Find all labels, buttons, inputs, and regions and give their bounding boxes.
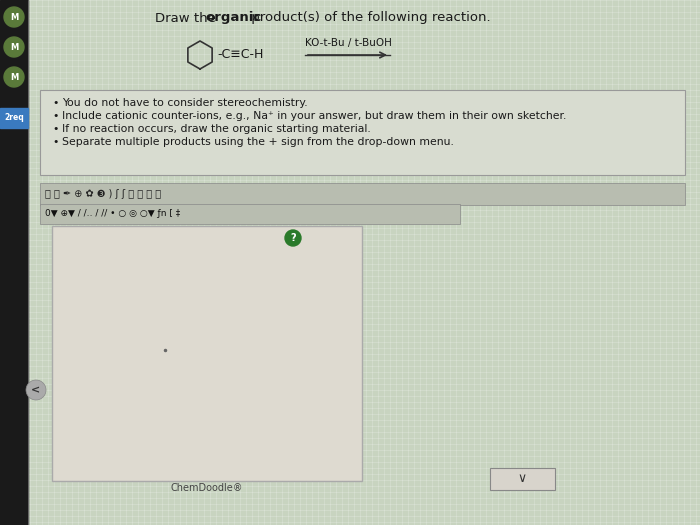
Text: •: • [52, 111, 58, 121]
Circle shape [285, 230, 301, 246]
Text: •: • [52, 98, 58, 108]
Bar [490, 468, 555, 490]
Text: ∨: ∨ [517, 472, 526, 486]
Text: •: • [52, 137, 58, 147]
Text: Separate multiple products using the + sign from the drop-down menu.: Separate multiple products using the + s… [62, 137, 454, 147]
Bar [40, 90, 685, 175]
Text: M: M [10, 13, 18, 22]
Text: M: M [10, 72, 18, 81]
Text: ?: ? [290, 233, 296, 243]
Text: product(s) of the following reaction.: product(s) of the following reaction. [247, 12, 491, 25]
Text: <: < [32, 385, 41, 395]
Circle shape [4, 7, 24, 27]
Text: ChemDoodle®: ChemDoodle® [171, 483, 244, 493]
Text: 2req: 2req [4, 113, 24, 122]
Bar [0, 0, 28, 525]
Text: organic: organic [205, 12, 261, 25]
Text: Draw the: Draw the [155, 12, 220, 25]
Text: 0▼ ⊕▼ / /‥ / // • ○ ◎ ○▼ ƒn [ ‡: 0▼ ⊕▼ / /‥ / // • ○ ◎ ○▼ ƒn [ ‡ [45, 209, 181, 218]
Text: KO-t-Bu / t-BuOH: KO-t-Bu / t-BuOH [304, 38, 391, 48]
Text: M: M [10, 43, 18, 51]
Text: •: • [52, 124, 58, 134]
Circle shape [26, 380, 46, 400]
Text: If no reaction occurs, draw the organic starting material.: If no reaction occurs, draw the organic … [62, 124, 371, 134]
Text: Include cationic counter-ions, e.g., Na⁺ in your answer, but draw them in their : Include cationic counter-ions, e.g., Na⁺… [62, 111, 566, 121]
Bar [40, 204, 460, 224]
Bar [52, 226, 362, 481]
Text: 🖐 🏛 ✒ ⊕ ✿ ❸ ) ʃ ʃ 📄 🔍 🔍 🖌: 🖐 🏛 ✒ ⊕ ✿ ❸ ) ʃ ʃ 📄 🔍 🔍 🖌 [45, 189, 161, 199]
Circle shape [4, 37, 24, 57]
Text: -C≡C-H: -C≡C-H [217, 48, 263, 61]
Circle shape [4, 67, 24, 87]
Text: You do not have to consider stereochemistry.: You do not have to consider stereochemis… [62, 98, 307, 108]
Bar [40, 183, 685, 205]
Bar [0, 108, 28, 128]
